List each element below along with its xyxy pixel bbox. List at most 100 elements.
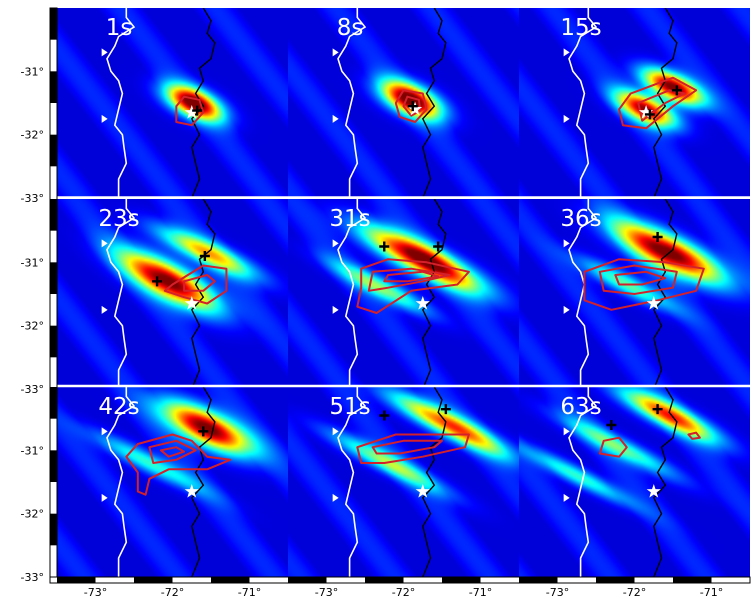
time-label: 63s [560,394,601,420]
x-tick-label: -71° [700,586,723,599]
contour-line [687,431,701,440]
time-label: 42s [98,394,139,420]
border-line [652,199,678,389]
x-tick-label: -73° [546,586,569,599]
triangle-icon [332,427,339,436]
panel-8s: 8s [288,8,519,198]
axis-frame [49,7,751,584]
x-tick-label: -72° [161,586,184,599]
x-tick-label: -73° [315,586,338,599]
triangle-icon [563,427,570,436]
panel-15s: 15s [519,8,750,198]
triangle-icon [332,239,339,248]
panel-63s: 63s [519,387,750,577]
contour-line [183,274,216,292]
contour-line [598,264,678,295]
star-icon [184,105,199,119]
contour-line [598,436,628,458]
heatmap-8s [288,8,519,198]
plus-icon [652,232,663,242]
contour-line [583,258,705,311]
plus-icon [379,410,390,421]
y-tick-label: -33° [21,383,44,396]
y-tick-label: -32° [21,129,44,142]
panel-36s: 36s [519,199,750,389]
coastline [568,387,598,577]
plus-icon [644,109,655,120]
star-icon [407,101,423,116]
y-tick-label: -33° [21,571,44,584]
time-label: 15s [560,15,601,41]
y-tick-label: -31° [21,256,44,269]
triangle-icon [101,427,108,436]
panel-31s: 31s [288,199,519,389]
plus-icon [433,241,444,252]
plus-icon [152,276,163,287]
contour-line [402,95,422,117]
contour-line [367,267,451,292]
contour-line [637,89,686,122]
y-tick-label: -31° [21,444,44,457]
plus-icon [192,105,203,116]
panel-42s: 42s [57,387,288,577]
contour-line [148,439,197,464]
triangle-icon [101,305,108,314]
triangle-icon [101,48,108,57]
x-tick-label: -71° [238,586,261,599]
triangle-icon [563,305,570,314]
border-line [652,8,678,198]
triangle-icon [101,493,108,502]
contour-line [159,446,186,458]
contour-line [356,433,470,464]
star-icon [646,484,661,498]
x-tick-label: -72° [392,586,415,599]
coastline [106,8,136,198]
contour-line [394,89,428,123]
heatmap-63s [519,387,750,577]
star-icon [184,296,199,310]
panel-51s: 51s [288,387,519,577]
x-tick-label: -73° [84,586,107,599]
border-line [652,387,678,577]
triangle-icon [332,114,339,123]
coastline [337,199,367,389]
triangle-icon [563,114,570,123]
y-tick-label: -31° [21,65,44,78]
coastline [106,199,136,389]
y-tick-label: -32° [21,320,44,333]
plus-icon [440,404,451,415]
triangle-icon [332,493,339,502]
plus-icon [407,101,418,112]
contour-line [175,95,205,127]
contour-line [371,439,443,455]
border-line [190,199,216,389]
star-icon [646,296,661,310]
plus-icon [198,426,209,437]
star-icon [638,105,654,119]
coastline [106,387,136,577]
coastline [568,199,598,389]
contour-line [163,264,228,305]
plus-icon [379,241,390,252]
heatmap-15s [519,8,750,198]
triangle-icon [563,48,570,57]
plus-icon [652,404,663,415]
time-label: 31s [329,206,370,232]
time-label: 8s [337,15,364,41]
triangle-icon [332,48,339,57]
coastline [337,387,367,577]
y-tick-label: -32° [21,508,44,521]
heatmap-51s [288,387,519,577]
heatmap-31s [288,199,519,389]
plus-icon [606,420,617,430]
triangle-icon [101,114,108,123]
border-line [421,8,447,198]
panel-23s: 23s [57,199,288,389]
plus-icon [671,85,682,96]
heatmap-42s [57,387,288,577]
star-icon [415,296,430,310]
contour-line [356,258,470,314]
y-tick-label: -33° [21,192,44,205]
contour-line [618,76,698,130]
star-icon [184,484,199,498]
